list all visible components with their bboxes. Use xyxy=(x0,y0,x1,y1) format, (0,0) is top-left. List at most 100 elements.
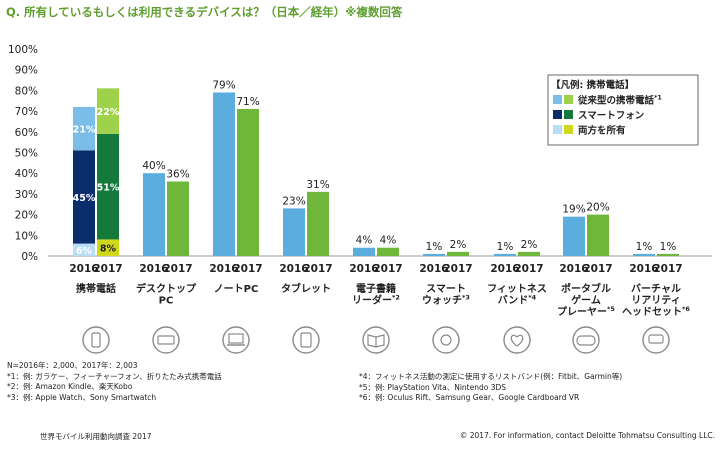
x-year-label: 2017 xyxy=(443,263,472,275)
bar-segment-smart-2016 xyxy=(73,150,95,244)
x-year-label: 2017 xyxy=(93,263,122,275)
vr-headset-icon xyxy=(642,326,670,354)
y-tick-label: 30% xyxy=(15,189,38,201)
x-year-label: 2017 xyxy=(233,263,262,275)
data-label: 31% xyxy=(306,179,329,191)
chart-title: Q. 所有しているもしくは利用できるデバイスは？（日本／経年）※複数回答 xyxy=(6,5,403,19)
bar-2016 xyxy=(283,208,305,256)
footnotes-left: N=2016年：2,000、2017年：2,003 *1：例: ガラケー、フィー… xyxy=(7,361,222,403)
y-tick-label: 60% xyxy=(15,127,38,139)
watch-glyph xyxy=(440,334,452,346)
data-label: 8% xyxy=(100,244,117,255)
x-year-label: 2016 xyxy=(349,263,378,275)
x-category-label: ウォッチ*3 xyxy=(422,294,470,307)
footnote: *2：例: Amazon Kindle、楽天Kobo xyxy=(7,382,133,391)
laptop-icon xyxy=(222,326,250,354)
legend-label: 従来型の携帯電話*1 xyxy=(577,94,662,107)
data-label: 1% xyxy=(660,241,677,253)
legend-label: スマートフォン xyxy=(578,111,644,122)
copyright-note: © 2017. For information, contact Deloitt… xyxy=(459,431,715,440)
x-category-label: PC xyxy=(159,296,174,307)
x-category-label: 携帯電話 xyxy=(76,282,116,295)
footnotes-right: *4：フィットネス活動の測定に使用するリストバンド(例：Fitbit、Garmi… xyxy=(359,372,622,404)
x-year-label: 2017 xyxy=(373,263,402,275)
footnote: *1：例: ガラケー、フィーチャーフォン、折りたたみ式携帯電話 xyxy=(7,371,222,381)
legend-swatch-feature-2017 xyxy=(564,95,573,104)
tablet-glyph xyxy=(300,332,312,348)
footnote: *6：例: Oculus Rift、Samsung Gear、Google Ca… xyxy=(359,393,580,402)
y-tick-label: 80% xyxy=(15,85,38,97)
y-tick-label: 100% xyxy=(8,44,38,56)
laptop-glyph xyxy=(228,333,244,344)
x-year-label: 2017 xyxy=(583,263,612,275)
bar-2016 xyxy=(423,253,445,256)
watch-icon xyxy=(432,326,460,354)
x-year-label: 2017 xyxy=(163,263,192,275)
y-tick-label: 70% xyxy=(15,106,38,118)
y-tick-label: 0% xyxy=(21,251,38,263)
bar-2016 xyxy=(213,92,235,256)
vr-headset-glyph xyxy=(648,334,664,344)
data-label: 19% xyxy=(562,204,585,216)
x-year-label: 2016 xyxy=(490,263,519,275)
x-category-label: ポータブル xyxy=(561,282,611,295)
bar-2017 xyxy=(237,109,259,256)
bar-2017 xyxy=(167,181,189,256)
bar-2016 xyxy=(143,173,165,256)
bar-chart: 100%90%80%70%60%50%40%30%20%10%0%2016201… xyxy=(8,44,712,354)
x-category-label: リーダー*2 xyxy=(352,294,400,307)
data-label: 22% xyxy=(97,107,120,118)
y-tick-label: 50% xyxy=(15,148,38,160)
bar-2016 xyxy=(633,253,655,256)
x-year-label: 2016 xyxy=(69,263,98,275)
keyboard-icon xyxy=(152,326,180,354)
legend-swatch-feature-2016 xyxy=(553,95,562,104)
footnote: *3：例: Apple Watch、Sony Smartwatch xyxy=(7,392,157,402)
bar-segment-smart-2017 xyxy=(97,133,119,240)
x-year-label: 2017 xyxy=(303,263,332,275)
mobile-phone-glyph xyxy=(91,332,101,348)
game-console-icon xyxy=(572,326,600,354)
x-category-label: プレーヤー*5 xyxy=(557,305,615,318)
x-year-label: 2016 xyxy=(559,263,588,275)
bar-2017 xyxy=(657,253,679,256)
bar-2017 xyxy=(377,247,399,256)
footnote: *5：例: PlayStation Vita、Nintendo 3DS xyxy=(359,382,507,392)
y-tick-label: 10% xyxy=(15,230,38,242)
data-label: 20% xyxy=(586,202,609,214)
x-category-label: デスクトップ xyxy=(136,282,197,295)
y-tick-label: 20% xyxy=(15,210,38,222)
data-label: 51% xyxy=(97,183,120,194)
x-category-label: フィットネス xyxy=(487,283,547,295)
footnote: *4：フィットネス活動の測定に使用するリストバンド(例：Fitbit、Garmi… xyxy=(359,372,623,381)
keyboard-glyph xyxy=(157,335,175,345)
footnote: N=2016年：2,000、2017年：2,003 xyxy=(7,361,138,370)
bar-segment-feature-2017 xyxy=(97,88,119,134)
data-label: 4% xyxy=(380,235,397,247)
game-console-glyph xyxy=(576,335,596,346)
heart-glyph xyxy=(510,334,524,347)
data-label: 71% xyxy=(236,96,259,108)
data-label: 4% xyxy=(356,235,373,247)
x-category-label: ヘッドセット*6 xyxy=(622,305,690,318)
x-year-label: 2016 xyxy=(279,263,308,275)
x-category-label: ノートPC xyxy=(214,283,259,295)
bar-segment-both-2017 xyxy=(97,239,119,256)
mobile-phone-icon xyxy=(82,326,110,354)
x-category-label: ゲーム xyxy=(571,294,601,307)
x-category-label: バンド*4 xyxy=(498,294,537,307)
y-tick-label: 40% xyxy=(15,168,38,180)
data-label: 40% xyxy=(142,160,165,172)
data-label: 6% xyxy=(76,246,93,257)
data-label: 2% xyxy=(521,239,538,251)
data-label: 21% xyxy=(73,125,96,136)
bar-2016 xyxy=(353,247,375,256)
x-year-label: 2017 xyxy=(653,263,682,275)
x-year-label: 2016 xyxy=(419,263,448,275)
bar-2017 xyxy=(447,251,469,256)
legend-title: 【凡例: 携帯電話】 xyxy=(551,79,634,91)
x-year-label: 2016 xyxy=(209,263,238,275)
y-tick-label: 90% xyxy=(15,65,38,77)
data-label: 1% xyxy=(497,241,514,253)
data-label: 23% xyxy=(282,195,305,207)
